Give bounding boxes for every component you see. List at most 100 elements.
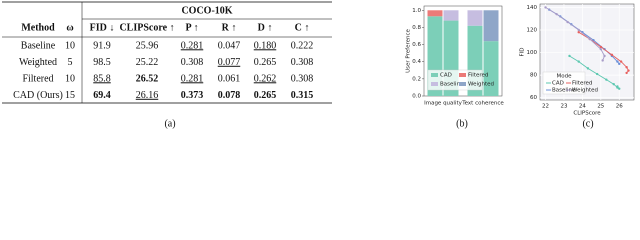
table-cell: CAD (Ours) [13,90,63,101]
column-header: C ↑ [295,22,310,33]
table-cell: 0.281 [181,73,204,84]
table-cell: 0.281 [181,40,204,51]
table-cell: 0.308 [181,57,204,68]
y-tick-label: 1.0 [412,8,421,14]
column-header: D ↑ [258,22,273,33]
table-cell: 25.22 [136,57,159,68]
legend-title: Mode [557,74,573,80]
column-header: CLIPScore ↑ [119,22,174,33]
y-tick-label: 0.6 [412,42,421,48]
legend-swatch [459,73,466,77]
legend-box [542,71,586,95]
table-cell: 0.265 [254,57,277,68]
bar-segment [427,10,443,17]
x-tick-label: 25 [597,104,604,110]
point [599,45,603,49]
caption: (a) [164,118,175,129]
figure-canvas: COCO-10K (a) Method ω FID ↓ CLIPScore ↑ P ↑ R… [2,1,635,129]
table-cell: 0.373 [181,90,204,101]
legend-label: CAD [552,81,564,87]
table-cell: 91.9 [93,40,111,51]
table-cell: 10 [65,73,75,84]
legend-label: Baseline [440,82,464,88]
table-cell: 0.078 [218,90,241,101]
table-cell: 69.4 [93,90,111,101]
table-cell: 0.061 [218,73,241,84]
legend-label: Weighted [572,88,598,94]
table-cell: 26.52 [136,73,159,84]
y-axis-label: User Preference [406,29,412,73]
y-tick-label: 0.0 [412,94,421,100]
column-header: Method [21,22,55,33]
point [566,20,569,24]
legend-swatch [431,73,438,77]
point [577,60,580,63]
y-tick-label: 0.8 [412,25,421,31]
point [603,54,606,58]
point [625,71,628,75]
point [577,31,580,34]
point [577,28,580,32]
legend-label: Baseline [552,88,576,94]
column-header: P ↑ [185,22,198,33]
point [588,37,591,41]
bar-segment [443,10,459,21]
point [586,67,590,70]
table-cell: 98.5 [93,57,111,68]
legend-label: CAD [440,73,452,79]
point [616,60,619,63]
point [599,47,603,51]
table-cell: Filtered [22,73,53,84]
point [612,82,615,86]
table-cell: 26.16 [136,90,159,101]
y-tick-label: 0.2 [412,76,421,82]
x-tick-label: Text coherence [461,101,504,107]
point [618,62,621,66]
table-cell: 10 [65,40,75,51]
point [568,54,571,58]
caption: (b) [456,118,468,129]
table-cell: 25.96 [136,40,159,51]
table-cell: 15 [65,90,75,101]
x-tick-label: 22 [542,104,549,110]
table-cell: 0.262 [254,73,277,84]
column-header: FID ↓ [90,22,115,33]
y-axis-label: FID [520,47,526,56]
series-line [545,7,606,61]
y-tick-label: 0.4 [412,59,421,65]
table-cell: Baseline [21,40,56,51]
y-tick-label: 80 [530,73,537,79]
bar-segment [483,41,499,96]
table-cell: 0.180 [254,40,277,51]
legend-label: Weighted [468,82,494,88]
table-cell: 0.315 [291,90,314,101]
legend-box [427,69,483,91]
table-cell: 0.222 [291,40,314,51]
x-tick-label: Image quality [424,101,463,107]
table-cell: 85.8 [93,73,111,84]
table-cell: 0.077 [218,57,241,68]
point [610,53,614,57]
plot-area [423,5,503,97]
y-tick-label: 60 [530,95,537,101]
point [605,78,608,81]
point [618,87,621,90]
bar-segment [483,10,499,42]
point [616,85,619,88]
point [627,69,630,72]
point [625,66,628,69]
table-cell: 5 [68,57,73,68]
point [595,72,599,76]
legend-swatch [431,82,438,86]
point [555,12,558,16]
legend-label: Filtered [468,73,488,79]
y-tick-label: 120 [527,27,538,33]
table-cell: 0.047 [218,40,241,51]
x-tick-label: 24 [579,104,586,110]
column-header: R ↑ [222,22,237,33]
caption: (c) [582,118,593,129]
point [601,59,604,62]
point [619,60,623,63]
x-axis-label: CLIPScore [573,111,601,117]
y-tick-label: 100 [527,50,538,56]
